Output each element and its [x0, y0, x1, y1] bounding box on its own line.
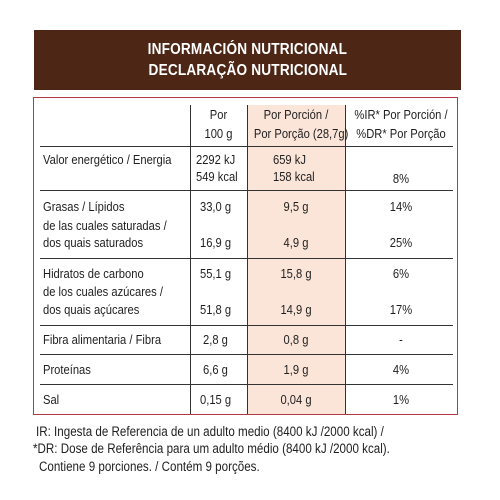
sugars-label-line2: dos quais açúcares [43, 302, 140, 317]
energy-per100-kcal: 549 kcal [196, 169, 238, 184]
portion-column-highlight [247, 105, 345, 414]
divider-header [40, 146, 453, 147]
title-banner: INFORMACIÓN NUTRICIONAL DECLARAÇÃO NUTRI… [34, 30, 461, 90]
title-portuguese: DECLARAÇÃO NUTRICIONAL [148, 62, 347, 79]
divider-fat [40, 258, 453, 259]
protein-per100: 6,6 g [203, 362, 228, 377]
header-ir-line2: %DR* Por Porção [356, 126, 446, 141]
footnote-ir: IR: Ingesta de Referencia de un adulto m… [36, 424, 384, 439]
header-portion-line1: Por Porción / [263, 107, 329, 122]
divider-protein [40, 384, 453, 385]
divider-carbs [40, 325, 453, 326]
salt-ir: 1% [392, 392, 410, 407]
divider-energy [40, 190, 453, 191]
fat-per100: 33,0 g [200, 199, 232, 214]
nutrition-table [33, 97, 458, 415]
energy-portion-kcal: 158 kcal [273, 169, 315, 184]
fat-label: Grasas / Lípidos [43, 199, 125, 214]
divider-vertical-1 [190, 105, 191, 414]
carbs-ir: 6% [392, 266, 410, 281]
saturates-portion: 4,9 g [283, 235, 309, 250]
salt-label: Sal [43, 392, 60, 407]
protein-ir: 4% [392, 362, 410, 377]
carbs-per100: 55,1 g [200, 266, 232, 281]
saturates-label-line1: de las cuales saturadas / [43, 218, 167, 233]
sugars-ir: 17% [389, 302, 413, 317]
saturates-per100: 16,9 g [200, 235, 232, 250]
divider-vertical-2 [247, 105, 248, 414]
title-spanish: INFORMACIÓN NUTRICIONAL [147, 41, 348, 58]
energy-label: Valor energético / Energia [43, 152, 172, 167]
divider-vertical-3 [345, 105, 346, 414]
sugars-per100: 51,8 g [200, 302, 232, 317]
saturates-label-line2: dos quais saturados [43, 235, 144, 250]
energy-ir: 8% [392, 171, 410, 186]
salt-per100: 0,15 g [200, 392, 232, 407]
header-portion-line2: Por Porção (28,7g) [253, 126, 349, 141]
energy-portion-kj: 659 kJ [273, 152, 306, 167]
fibre-portion: 0,8 g [283, 332, 309, 347]
header-ir-line1: %IR* Por Porción / [354, 107, 448, 122]
sugars-portion: 14,9 g [280, 302, 312, 317]
protein-portion: 1,9 g [283, 362, 309, 377]
divider-fibre [40, 354, 453, 355]
footnote-dr: *DR: Dose de Referência para um adulto m… [33, 441, 390, 456]
fat-ir: 14% [389, 199, 413, 214]
fibre-per100: 2,8 g [203, 332, 228, 347]
fat-portion: 9,5 g [283, 199, 309, 214]
salt-portion: 0,04 g [280, 392, 312, 407]
footnote-portions: Contiene 9 porciones. / Contém 9 porções… [39, 459, 260, 474]
saturates-ir: 25% [389, 235, 413, 250]
header-per100-line1: Por [209, 107, 228, 122]
energy-per100-kj: 2292 kJ [196, 152, 236, 167]
carbs-label: Hidratos de carbono [43, 266, 144, 281]
sugars-label-line1: de los cuales azúcares / [43, 284, 163, 299]
carbs-portion: 15,8 g [280, 266, 312, 281]
protein-label: Proteínas [43, 362, 91, 377]
fibre-ir: - [399, 332, 403, 347]
header-per100-line2: 100 g [204, 126, 233, 141]
fibre-label: Fibra alimentaria / Fibra [43, 332, 162, 347]
